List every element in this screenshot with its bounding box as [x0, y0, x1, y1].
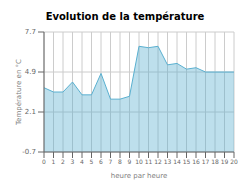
svg-text:heure par heure: heure par heure	[111, 172, 167, 180]
svg-text:11: 11	[145, 158, 153, 165]
svg-text:17: 17	[202, 158, 210, 165]
svg-text:7.7: 7.7	[25, 28, 36, 36]
svg-text:2: 2	[61, 158, 65, 165]
svg-text:16: 16	[192, 158, 200, 165]
svg-text:7: 7	[109, 158, 113, 165]
svg-text:13: 13	[164, 158, 172, 165]
svg-text:3: 3	[71, 158, 75, 165]
svg-text:12: 12	[154, 158, 162, 165]
svg-text:15: 15	[183, 158, 191, 165]
svg-text:4: 4	[80, 158, 84, 165]
svg-text:19: 19	[221, 158, 229, 165]
svg-text:6: 6	[99, 158, 103, 165]
svg-text:2.1: 2.1	[25, 108, 36, 116]
svg-text:-0.7: -0.7	[22, 148, 36, 156]
svg-text:Température en °C: Température en °C	[15, 59, 23, 126]
svg-text:14: 14	[173, 158, 181, 165]
svg-text:5: 5	[90, 158, 94, 165]
svg-text:18: 18	[211, 158, 219, 165]
html-text:Evolution de la température: Evolution de la température	[45, 11, 205, 22]
svg-text:9: 9	[128, 158, 132, 165]
svg-text:8: 8	[118, 158, 122, 165]
svg-text:10: 10	[135, 158, 143, 165]
svg-text:1: 1	[52, 158, 56, 165]
svg-text:0: 0	[42, 158, 46, 165]
svg-text:20: 20	[230, 158, 238, 165]
svg-text:4.9: 4.9	[25, 68, 36, 76]
